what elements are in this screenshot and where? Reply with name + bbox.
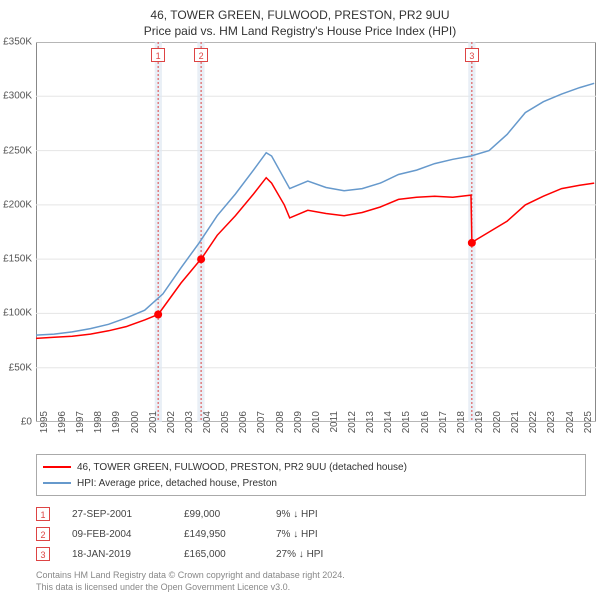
x-tick-label: 2014 (383, 411, 394, 439)
series-property_price (36, 178, 594, 339)
x-tick-label: 2001 (148, 411, 159, 439)
y-tick-label: £100K (0, 308, 32, 319)
x-tick-label: 1996 (57, 411, 68, 439)
x-tick-label: 2008 (275, 411, 286, 439)
sale-hpi-diff: 27% ↓ HPI (276, 549, 356, 560)
x-tick-label: 2024 (565, 411, 576, 439)
x-tick-label: 2017 (438, 411, 449, 439)
x-tick-label: 1995 (39, 411, 50, 439)
chart-title-subtitle: Price paid vs. HM Land Registry's House … (10, 24, 590, 38)
x-tick-label: 2002 (166, 411, 177, 439)
event-marker-2: 2 (194, 48, 208, 62)
sale-date: 09-FEB-2004 (72, 529, 162, 540)
y-tick-label: £150K (0, 254, 32, 265)
sale-hpi-diff: 9% ↓ HPI (276, 509, 356, 520)
chart-svg (36, 42, 596, 422)
sale-price: £149,950 (184, 529, 254, 540)
sale-row: 2 09-FEB-2004 £149,950 7% ↓ HPI (36, 524, 586, 544)
x-tick-label: 2025 (583, 411, 594, 439)
legend-label: HPI: Average price, detached house, Pres… (77, 478, 277, 489)
y-tick-label: £200K (0, 199, 32, 210)
x-tick-label: 2016 (420, 411, 431, 439)
x-tick-label: 1998 (93, 411, 104, 439)
y-tick-label: £0 (0, 417, 32, 428)
y-tick-label: £350K (0, 37, 32, 48)
x-tick-label: 2022 (528, 411, 539, 439)
x-tick-label: 2019 (474, 411, 485, 439)
legend-item: HPI: Average price, detached house, Pres… (43, 475, 579, 491)
x-tick-label: 2015 (401, 411, 412, 439)
legend-swatch (43, 482, 71, 484)
x-tick-label: 2006 (238, 411, 249, 439)
x-tick-label: 2003 (184, 411, 195, 439)
event-marker-3: 3 (465, 48, 479, 62)
x-tick-label: 2023 (546, 411, 557, 439)
sale-number-box: 1 (36, 507, 50, 521)
sale-row: 1 27-SEP-2001 £99,000 9% ↓ HPI (36, 504, 586, 524)
x-tick-label: 2007 (256, 411, 267, 439)
x-tick-label: 2013 (365, 411, 376, 439)
sale-date: 18-JAN-2019 (72, 549, 162, 560)
sale-number-box: 2 (36, 527, 50, 541)
sale-price: £99,000 (184, 509, 254, 520)
sale-row: 3 18-JAN-2019 £165,000 27% ↓ HPI (36, 544, 586, 564)
footer-line-2: This data is licensed under the Open Gov… (36, 582, 586, 593)
sale-number-box: 3 (36, 547, 50, 561)
chart-titles: 46, TOWER GREEN, FULWOOD, PRESTON, PR2 9… (0, 0, 600, 42)
x-tick-label: 2018 (456, 411, 467, 439)
x-tick-label: 2012 (347, 411, 358, 439)
x-tick-label: 1999 (111, 411, 122, 439)
sale-hpi-diff: 7% ↓ HPI (276, 529, 356, 540)
x-tick-label: 2009 (293, 411, 304, 439)
x-tick-label: 2005 (220, 411, 231, 439)
legend: 46, TOWER GREEN, FULWOOD, PRESTON, PR2 9… (36, 454, 586, 496)
x-tick-label: 2004 (202, 411, 213, 439)
sale-price: £165,000 (184, 549, 254, 560)
x-tick-label: 2021 (510, 411, 521, 439)
sales-table: 1 27-SEP-2001 £99,000 9% ↓ HPI 2 09-FEB-2004 £… (36, 504, 586, 564)
y-tick-label: £250K (0, 145, 32, 156)
x-tick-label: 2020 (492, 411, 503, 439)
x-tick-label: 1997 (75, 411, 86, 439)
y-tick-label: £50K (0, 362, 32, 373)
legend-item: 46, TOWER GREEN, FULWOOD, PRESTON, PR2 9… (43, 459, 579, 475)
chart-title-address: 46, TOWER GREEN, FULWOOD, PRESTON, PR2 9… (10, 8, 590, 22)
x-tick-label: 2010 (311, 411, 322, 439)
y-tick-label: £300K (0, 91, 32, 102)
legend-swatch (43, 466, 71, 468)
x-tick-label: 2000 (130, 411, 141, 439)
event-marker-1: 1 (151, 48, 165, 62)
sale-date: 27-SEP-2001 (72, 509, 162, 520)
series-hpi_preston_detached (36, 83, 594, 335)
x-tick-label: 2011 (329, 411, 340, 439)
legend-label: 46, TOWER GREEN, FULWOOD, PRESTON, PR2 9… (77, 462, 407, 473)
plot-area: £0£50K£100K£150K£200K£250K£300K£350K 199… (36, 42, 596, 422)
footer-line-1: Contains HM Land Registry data © Crown c… (36, 570, 586, 582)
